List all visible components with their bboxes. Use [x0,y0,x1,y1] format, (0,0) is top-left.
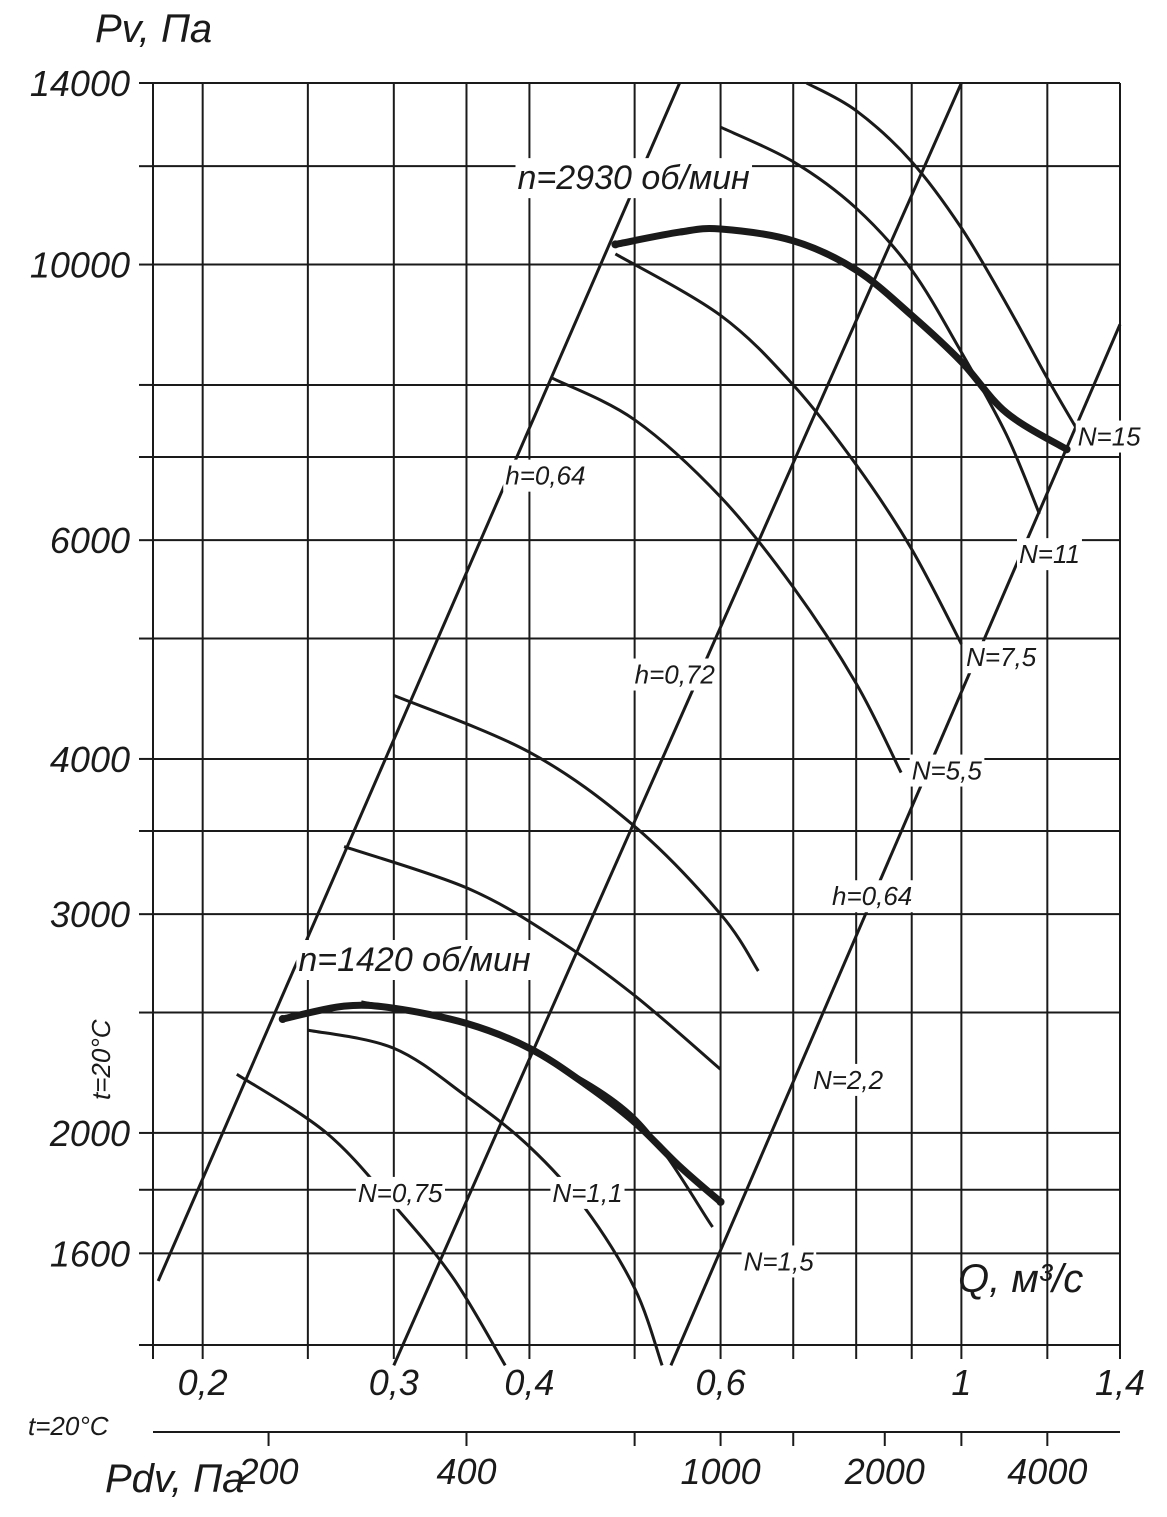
power-curve [805,81,1080,432]
power-curve [719,125,1041,515]
y-tick-label: 14000 [30,63,130,104]
efficiency-label-background [503,459,588,492]
power-label: N=15 [1078,422,1141,452]
power-curve [343,845,722,1071]
y-axis-title: Pv, Па [95,7,212,51]
x-tick-label: 0,3 [369,1362,419,1403]
side-temperature-label: t=20°C [86,1019,116,1100]
speed-label: n=2930 об/мин [517,159,750,197]
curves [156,81,1122,1367]
power-curve [614,252,963,645]
secondary-tick-label: 400 [436,1451,496,1492]
speed-label-background [296,940,533,981]
speed-label-background [515,158,753,199]
y-tick-label: 6000 [50,520,130,561]
power-curve [307,1028,664,1366]
x-axis-title: Q, м³/с [958,1257,1083,1301]
secondary-axis-title: Pdv, Па [105,1457,244,1501]
secondary-axis-prefix: t=20°C [28,1411,109,1441]
speed-curve-endpoint [278,1015,287,1024]
speed-label: n=1420 об/мин [298,941,531,979]
secondary-tick-label: 200 [238,1451,299,1492]
power-label: N=1,1 [552,1178,622,1208]
power-label: N=0,75 [358,1178,443,1208]
power-label-background [550,1176,625,1209]
x-tick-label: 0,6 [696,1362,747,1403]
speed-curve [611,225,1071,453]
efficiency-label-background [632,658,718,691]
power-label: N=2,2 [813,1065,884,1095]
speed-curve-endpoint [716,1197,725,1206]
x-tick-label: 1,4 [1095,1362,1145,1403]
power-label-background [355,1176,446,1209]
speed-curve-endpoint [611,240,620,249]
x-tick-label: 1 [951,1362,971,1403]
efficiency-line [156,82,681,1282]
efficiency-label: h=0,64 [832,881,912,911]
secondary-tick-label: 1000 [681,1451,761,1492]
efficiency-label: h=0,72 [635,660,716,690]
power-label: N=1,5 [744,1246,815,1276]
power-label: N=5,5 [912,756,983,786]
secondary-tick-label: 2000 [844,1451,925,1492]
power-label-background [1075,420,1144,453]
labels: h=0,64 h=0,72 h=0,64 N=0,75 N=1,1 N=1,5 N=2,2 N… [296,158,1144,1278]
power-curve [393,694,760,972]
efficiency-label-background [830,880,915,913]
power-curve [235,1072,507,1367]
power-label: N=11 [1019,539,1080,569]
secondary-tick-label: 4000 [1007,1451,1087,1492]
y-tick-label: 2000 [49,1113,130,1154]
y-tick-label: 4000 [50,739,130,780]
power-curve [551,376,903,774]
power-label-background [741,1245,817,1278]
y-tick-label: 10000 [30,245,130,286]
power-label-background [1016,538,1082,571]
efficiency-line [392,82,963,1367]
x-tick-label: 0,4 [504,1362,554,1403]
efficiency-label: h=0,64 [505,461,585,491]
y-tick-label: 1600 [50,1233,130,1274]
power-label-background [964,641,1039,674]
y-tick-label: 3000 [50,894,130,935]
speed-curve [279,1001,725,1206]
efficiency-line [669,323,1122,1366]
power-label-background [909,754,985,787]
speed-curve-endpoint [1062,445,1071,454]
grid [152,82,1121,1346]
x-tick-label: 0,2 [178,1362,228,1403]
power-label-background [811,1063,886,1096]
power-label: N=7,5 [966,642,1037,672]
